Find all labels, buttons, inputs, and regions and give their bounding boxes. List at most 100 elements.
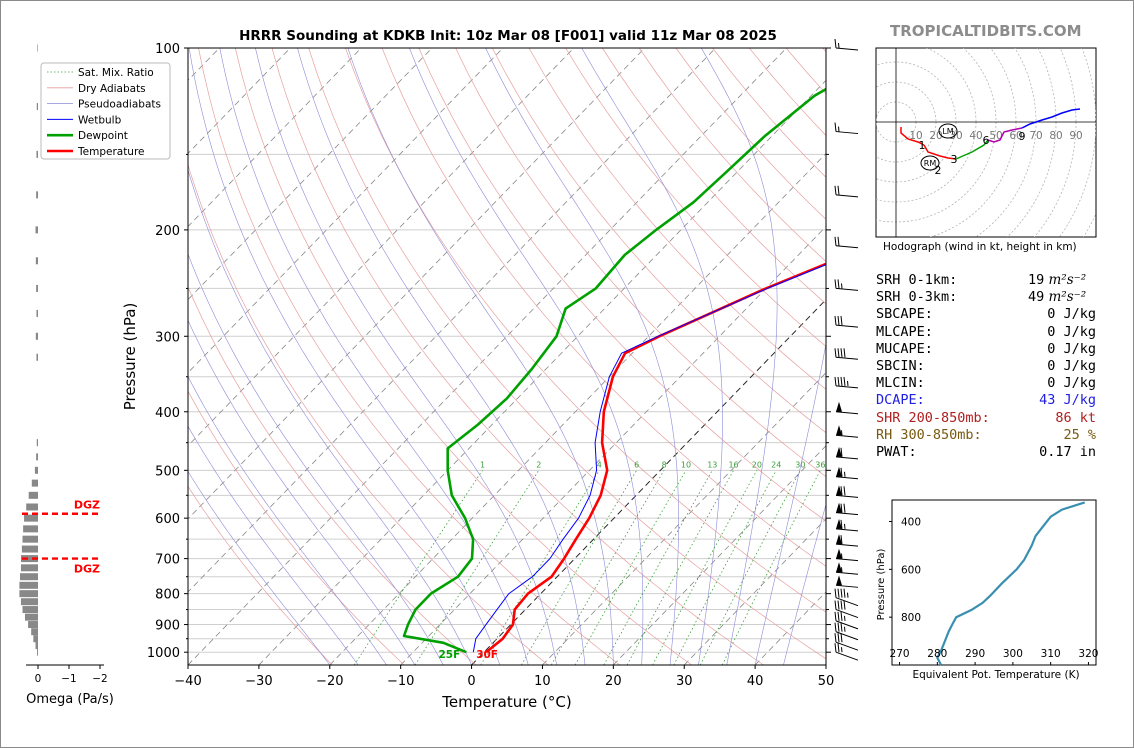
wind-barb-flag [843,588,846,598]
wind-barb-flag [840,588,843,598]
omega-bar [37,44,38,52]
y-tick-label: 500 [155,464,180,479]
wind-barb-flag [837,588,840,598]
wind-barb-staff [835,194,859,198]
wind-barb-staff [835,456,859,460]
mixing-ratio-line [521,470,638,665]
omega-bar [23,525,38,533]
wind-barb-staff [835,571,859,575]
moist-adiabat-line [188,48,501,665]
dry-adiabat-line [308,48,826,660]
wind-barb [835,425,859,438]
mixing-ratio-line [480,470,600,665]
wind-barb-flag [834,376,837,386]
omega-bar [19,581,38,589]
series-wetbulb-line [472,264,826,653]
stat-key: SRH 0-3km: [876,289,958,306]
moist-adiabat-line [701,48,778,665]
mixing-ratio-label: 1 [480,460,485,469]
wind-barb [834,611,859,630]
stat-value: 19 [1027,272,1045,288]
wind-barb-half [841,647,843,653]
wind-barb-flag [840,467,843,477]
wind-barb-half [838,126,840,132]
wind-barb-flag [834,316,837,326]
stat-key: MUCAPE: [876,340,933,357]
wind-barb-flag [834,611,837,621]
wind-barb-pennant [836,518,842,529]
omega-bar [28,491,38,499]
omega-bar [26,503,38,511]
theta-e-x-tick-label: 280 [927,648,947,660]
wind-barb [835,548,859,562]
wind-barb-half [838,42,840,49]
wind-barb-staff [835,411,859,415]
dry-adiabat-line [528,48,826,390]
wind-barb [835,534,859,547]
hodograph-ring-label: 10 [909,130,922,142]
wind-barb-flag [843,503,846,513]
wind-barb-half [847,380,849,386]
skew-t-plot-area: 1 2 4 6 8 10 13 16 20 24 30 36 [188,48,826,665]
wind-barb-flag [843,376,846,386]
wind-barb-flag [837,236,840,246]
hodograph-height-label: 3 [951,153,958,166]
legend-entry: Pseudoadiabats [78,99,161,111]
wind-barb [835,485,859,498]
mixing-ratio-label: 20 [752,460,762,469]
moist-adiabat-line [347,48,614,665]
theta-e-plot: 270 280 290 300 310 320 400 600 800 Equivalent Po… [876,499,1098,681]
omega-bar [28,621,38,629]
stat-value: 25 % [1063,426,1096,443]
theta-e-x-tick-label: 290 [965,648,985,660]
hodograph-area: 10 20 30 40 50 60 70 80 90 123 6 9 LM RM [876,48,1096,237]
omega-bar [24,514,38,522]
legend-entry: Temperature [77,146,145,158]
mixing-ratio-label: 36 [815,460,825,469]
wind-barb-flag [840,535,843,545]
wind-barb-flag [837,611,840,621]
dry-adiabat-line [234,48,692,665]
wind-barb [834,633,859,651]
mixing-ratio-label: 2 [536,460,541,469]
stats-panel: SRH 0-1km: 19 m²s⁻² SRH 0-3km: 49 m²s⁻² SBCA… [876,272,1096,461]
mixing-ratio-line [550,470,665,665]
mixing-ratio-line [414,470,540,665]
wind-barb-flag [834,185,837,195]
omega-x-tick-label: −1 [61,673,76,685]
mixing-ratio-label: 10 [681,460,691,469]
omega-bar [20,555,38,563]
wind-barb-flag [834,633,837,643]
theta-e-x-tick-label: 320 [1078,648,1098,660]
wind-barb-pennant [836,446,842,457]
wind-barb-staff [835,512,859,516]
theta-e-line [936,501,1086,666]
hodograph-segment [987,127,1023,143]
storm-motion-label: RM [924,159,937,168]
stat-value: 0 J/kg [1047,306,1096,323]
moist-adiabat-line [255,48,557,665]
theta-e-y-axis-label: Pressure (hPa) [876,549,887,621]
stat-value: 43 J/kg [1039,392,1096,409]
hodograph-height-label: 9 [1019,130,1026,143]
stat-row: RH 300-850mb: 25 % [876,427,1096,444]
mixing-ratio-label: 24 [771,460,781,469]
hodograph-ring-label: 90 [1069,130,1082,142]
wind-barb-flag [840,447,843,457]
stat-row: SBCIN: 0 J/kg [876,358,1096,375]
omega-bar [34,466,38,474]
hodograph-height-label: 2 [935,164,942,177]
stat-key: SBCIN: [876,358,925,375]
moist-adiabat-line [188,375,387,665]
wind-barb-flag [834,348,837,358]
wind-barb-flag [834,236,837,246]
wind-barb [834,279,859,291]
moist-adiabat-line [188,470,331,665]
hodograph-caption: Hodograph (wind in kt, height in km) [883,241,1077,253]
omega-bar [36,453,38,461]
y-tick-label: 200 [155,224,180,239]
theta-e-y-tick-label: 400 [901,517,921,529]
isotherm-line [258,79,826,665]
wind-barb [835,502,859,516]
isotherm-line [329,152,826,665]
